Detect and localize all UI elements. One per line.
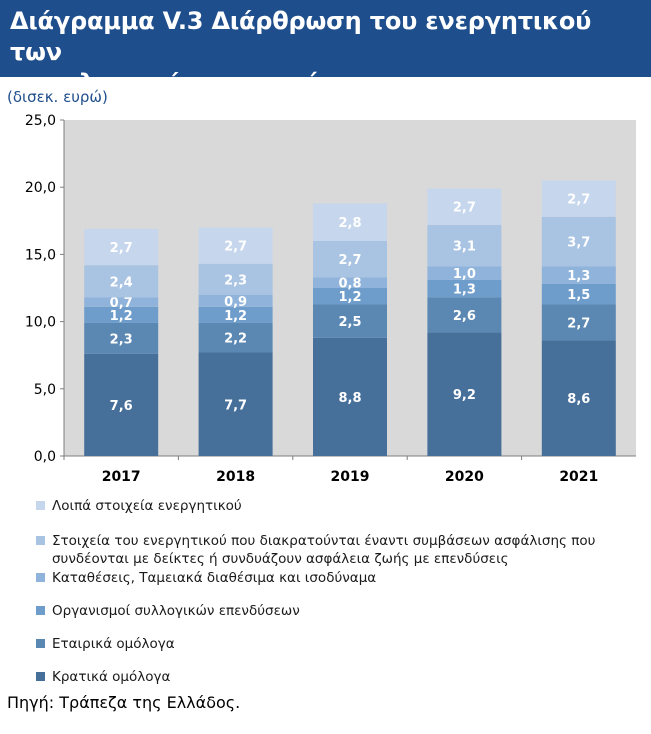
x-category-label: 2018 bbox=[216, 469, 255, 485]
y-tick-label: 15,0 bbox=[25, 247, 56, 263]
bar-value-label: 8,8 bbox=[338, 391, 361, 406]
bar-value-label: 8,6 bbox=[567, 392, 590, 407]
units-label: (δισεκ. ευρώ) bbox=[7, 88, 108, 106]
bar-segment bbox=[313, 240, 387, 278]
bar-segment bbox=[427, 224, 502, 267]
source-note: Πηγή: Τράπεζα της Ελλάδος. bbox=[7, 693, 241, 712]
bar-value-label: 2,8 bbox=[338, 216, 361, 231]
bar-segment bbox=[427, 266, 502, 280]
bar-value-label: 9,2 bbox=[453, 388, 476, 403]
legend-label: Κρατικά ομόλογα bbox=[52, 669, 171, 685]
legend-swatch bbox=[36, 501, 45, 510]
bar-segment bbox=[84, 306, 159, 323]
legend-swatch bbox=[36, 536, 45, 545]
x-category-label: 2020 bbox=[445, 469, 484, 485]
bar-segment bbox=[541, 266, 616, 284]
legend-swatch bbox=[36, 672, 45, 681]
y-tick-label: 0,0 bbox=[34, 449, 56, 465]
chart-title-line1: Διάγραμμα V.3 Διάρθρωση του ενεργητικού … bbox=[10, 7, 592, 66]
bar-segment bbox=[541, 216, 616, 267]
bar-value-label: 2,3 bbox=[110, 332, 133, 347]
y-tick-label: 5,0 bbox=[34, 382, 56, 398]
bar-value-label: 2,7 bbox=[567, 193, 590, 208]
bar-segment bbox=[84, 228, 159, 266]
bar-segment bbox=[427, 297, 502, 333]
bar-value-label: 2,3 bbox=[224, 273, 247, 288]
bar-value-label: 2,7 bbox=[453, 201, 476, 216]
bar-segment bbox=[198, 227, 273, 264]
bar-segment bbox=[541, 304, 616, 341]
bar-value-label: 2,7 bbox=[224, 240, 247, 255]
bar-segment bbox=[427, 279, 502, 298]
bar-value-label: 2,4 bbox=[110, 275, 133, 290]
bar-value-label: 1,0 bbox=[453, 267, 476, 282]
bar-value-label: 1,3 bbox=[453, 283, 476, 298]
bar-segment bbox=[198, 306, 273, 323]
bar-value-label: 0,8 bbox=[338, 277, 361, 292]
x-axis: 2017 2018 2019 2020 2021 bbox=[63, 456, 598, 485]
chart-title-line2: ασφαλιστικών επιχειρήσεων bbox=[10, 69, 390, 97]
bar-segment bbox=[198, 352, 273, 456]
bar-segment bbox=[84, 265, 159, 298]
bar-segment bbox=[84, 353, 159, 456]
bar-segment bbox=[427, 188, 502, 225]
y-tick-label: 20,0 bbox=[25, 180, 56, 196]
x-category-label: 2017 bbox=[102, 469, 141, 485]
bar-segment bbox=[198, 294, 273, 307]
bar-segment bbox=[541, 340, 616, 456]
bar-value-label: 2,2 bbox=[224, 332, 247, 347]
bars: 7,62,31,20,72,42,77,72,21,20,92,32,78,82… bbox=[84, 180, 616, 456]
legend-label: Εταιρικά ομόλογα bbox=[52, 636, 175, 652]
x-category-label: 2021 bbox=[559, 469, 598, 485]
y-tick-label: 25,0 bbox=[25, 113, 56, 129]
bar-segment bbox=[313, 304, 387, 338]
bar-value-label: 2,5 bbox=[338, 315, 361, 330]
legend-swatch bbox=[36, 639, 45, 648]
bar-segment bbox=[313, 337, 387, 456]
bar-segment bbox=[84, 297, 159, 307]
legend-label: Καταθέσεις, Ταμειακά διαθέσιμα και ισοδύ… bbox=[52, 570, 377, 586]
legend-swatch bbox=[36, 573, 45, 582]
bar-value-label: 1,2 bbox=[224, 309, 247, 324]
bar-segment bbox=[313, 277, 387, 288]
bar-segment bbox=[313, 288, 387, 305]
bar-value-label: 3,1 bbox=[453, 240, 476, 255]
bar-segment bbox=[84, 322, 159, 354]
bar-value-label: 2,7 bbox=[110, 241, 133, 256]
bar-value-label: 0,7 bbox=[110, 296, 133, 311]
bar-segment bbox=[198, 322, 273, 353]
legend-label: Λοιπά στοιχεία ενεργητικού bbox=[52, 498, 242, 514]
bar-value-label: 2,7 bbox=[567, 316, 590, 331]
y-axis: 0,0 5,0 10,0 15,0 20,0 25,0 bbox=[25, 113, 636, 465]
bar-value-label: 1,2 bbox=[110, 309, 133, 324]
legend-label: Στοιχεία του ενεργητικού που διακρατούντ… bbox=[52, 533, 596, 567]
bar-value-label: 7,7 bbox=[224, 398, 247, 413]
chart-title-bar: Διάγραμμα V.3 Διάρθρωση του ενεργητικού … bbox=[0, 0, 651, 97]
bar-value-label: 0,9 bbox=[224, 295, 247, 310]
bar-value-label: 7,6 bbox=[110, 399, 133, 414]
bar-segment bbox=[541, 180, 616, 217]
y-tick-label: 10,0 bbox=[25, 315, 56, 331]
bar-value-label: 1,3 bbox=[567, 269, 590, 284]
bar-segment bbox=[198, 263, 273, 295]
bar-value-label: 2,6 bbox=[453, 309, 476, 324]
bar-segment bbox=[313, 203, 387, 241]
bar-value-label: 1,2 bbox=[338, 290, 361, 305]
bar-value-label: 1,5 bbox=[567, 288, 590, 303]
bar-segment bbox=[427, 332, 502, 456]
stacked-bar-chart: 0,05,010,015,020,025,0 7,62,31,20,72,42,… bbox=[25, 113, 636, 485]
legend-swatch bbox=[36, 606, 45, 615]
bar-segment bbox=[541, 283, 616, 305]
bar-value-label: 2,7 bbox=[338, 253, 361, 268]
legend-label: Οργανισμοί συλλογικών επενδύσεων bbox=[52, 603, 300, 619]
bar-value-label: 3,7 bbox=[567, 236, 590, 251]
x-category-label: 2019 bbox=[331, 469, 370, 485]
